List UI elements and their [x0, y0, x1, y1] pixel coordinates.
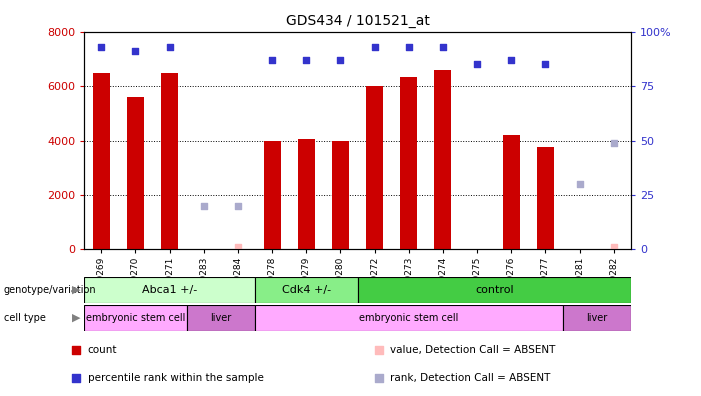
- Text: percentile rank within the sample: percentile rank within the sample: [88, 373, 264, 383]
- Point: [71, 347, 82, 354]
- Bar: [332, 141, 349, 249]
- Text: ▶: ▶: [72, 312, 81, 323]
- Bar: [186, 305, 255, 331]
- Text: cell type: cell type: [4, 312, 46, 323]
- Text: count: count: [88, 345, 117, 355]
- Point: [608, 139, 620, 146]
- Point: [403, 44, 414, 50]
- Bar: [503, 135, 520, 249]
- Point: [232, 203, 243, 209]
- Text: Cdk4 +/-: Cdk4 +/-: [282, 285, 331, 295]
- Bar: [84, 305, 186, 331]
- Text: rank, Detection Call = ABSENT: rank, Detection Call = ABSENT: [390, 373, 551, 383]
- Point: [437, 44, 449, 50]
- Title: GDS434 / 101521_at: GDS434 / 101521_at: [285, 14, 430, 28]
- Point: [232, 244, 243, 250]
- Point: [198, 203, 210, 209]
- Text: genotype/variation: genotype/variation: [4, 285, 96, 295]
- Point: [608, 244, 620, 250]
- Point: [266, 57, 278, 63]
- Text: Abca1 +/-: Abca1 +/-: [142, 285, 197, 295]
- Text: embryonic stem cell: embryonic stem cell: [86, 313, 185, 323]
- Text: ▶: ▶: [72, 285, 81, 295]
- Text: liver: liver: [586, 313, 607, 323]
- Point: [374, 375, 385, 381]
- Bar: [84, 277, 255, 303]
- Point: [95, 44, 107, 50]
- Bar: [298, 139, 315, 249]
- Point: [130, 48, 141, 54]
- Text: control: control: [475, 285, 514, 295]
- Point: [71, 375, 82, 381]
- Bar: [255, 277, 358, 303]
- Text: value, Detection Call = ABSENT: value, Detection Call = ABSENT: [390, 345, 556, 355]
- Point: [164, 44, 175, 50]
- Bar: [161, 72, 178, 249]
- Text: embryonic stem cell: embryonic stem cell: [359, 313, 458, 323]
- Point: [335, 57, 346, 63]
- Bar: [255, 305, 562, 331]
- Bar: [562, 305, 631, 331]
- Bar: [366, 86, 383, 249]
- Point: [574, 181, 585, 187]
- Point: [472, 61, 483, 67]
- Point: [540, 61, 551, 67]
- Bar: [358, 277, 631, 303]
- Bar: [435, 70, 451, 249]
- Point: [374, 347, 385, 354]
- Bar: [537, 147, 554, 249]
- Bar: [93, 72, 110, 249]
- Bar: [264, 141, 280, 249]
- Text: liver: liver: [210, 313, 231, 323]
- Bar: [400, 76, 417, 249]
- Bar: [127, 97, 144, 249]
- Point: [505, 57, 517, 63]
- Point: [301, 57, 312, 63]
- Point: [369, 44, 380, 50]
